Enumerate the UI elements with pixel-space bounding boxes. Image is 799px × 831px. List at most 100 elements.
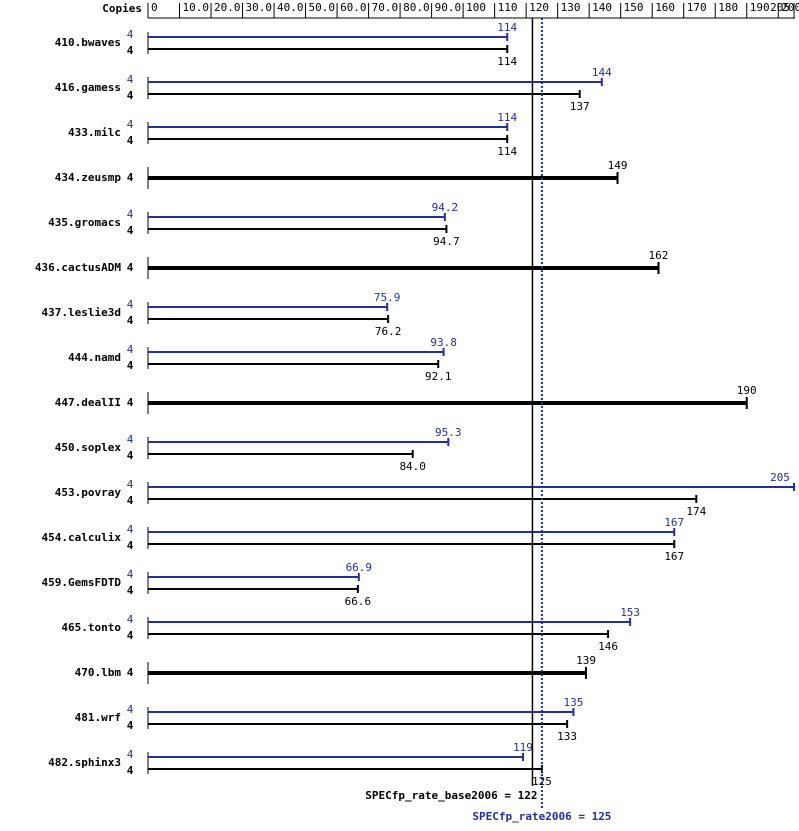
copies-label: 4: [127, 764, 134, 777]
value-label: 114: [497, 145, 517, 158]
x-tick-label: 150: [624, 1, 644, 14]
value-label: 119: [513, 741, 533, 754]
benchmark-label: 437.leslie3d: [42, 306, 121, 319]
copies-label: 4: [127, 396, 134, 409]
value-label: 92.1: [425, 370, 452, 383]
x-tick-label: 190: [750, 1, 770, 14]
value-label: 75.9: [374, 291, 401, 304]
x-tick-label: 70.0: [372, 1, 399, 14]
benchmark-label: 454.calculix: [42, 531, 122, 544]
copies-label: 4: [127, 568, 134, 581]
copies-label: 4: [127, 134, 134, 147]
copies-label: 4: [127, 719, 134, 732]
copies-header: Copies: [102, 2, 142, 15]
benchmark-label: 435.gromacs: [48, 216, 121, 229]
copies-label: 4: [127, 298, 134, 311]
x-tick-label: 160: [655, 1, 675, 14]
x-tick-label: 90.0: [435, 1, 462, 14]
copies-label: 4: [127, 314, 134, 327]
x-tick-label: 20.0: [214, 1, 241, 14]
copies-label: 4: [127, 523, 134, 536]
copies-label: 4: [127, 171, 134, 184]
benchmark-label: 482.sphinx3: [48, 756, 121, 769]
x-tick-label: 100: [466, 1, 486, 14]
value-label: 133: [557, 730, 577, 743]
copies-label: 4: [127, 433, 134, 446]
value-label: 94.2: [432, 201, 459, 214]
value-label: 114: [497, 55, 517, 68]
value-label: 144: [592, 66, 612, 79]
copies-label: 4: [127, 359, 134, 372]
copies-label: 4: [127, 494, 134, 507]
value-label: 84.0: [399, 460, 426, 473]
copies-label: 4: [127, 28, 134, 41]
value-label: 135: [563, 696, 583, 709]
copies-label: 4: [127, 261, 134, 274]
value-label: 76.2: [375, 325, 402, 338]
benchmark-label: 470.lbm: [75, 666, 122, 679]
value-label: 93.8: [430, 336, 457, 349]
value-label: 174: [686, 505, 706, 518]
value-label: 114: [497, 21, 517, 34]
copies-label: 4: [127, 629, 134, 642]
copies-label: 4: [127, 118, 134, 131]
x-tick-label: 205: [770, 1, 790, 14]
x-tick-label: 80.0: [403, 1, 430, 14]
benchmark-label: 434.zeusmp: [55, 171, 122, 184]
benchmark-label: 447.dealII: [55, 396, 121, 409]
benchmark-label: 416.gamess: [55, 81, 121, 94]
x-tick-label: 30.0: [246, 1, 273, 14]
benchmark-label: 444.namd: [68, 351, 121, 364]
benchmark-label: 433.milc: [68, 126, 121, 139]
value-label: 66.9: [346, 561, 373, 574]
benchmark-label: 450.soplex: [55, 441, 122, 454]
value-label: 190: [737, 384, 757, 397]
value-label: 125: [532, 775, 552, 788]
copies-label: 4: [127, 666, 134, 679]
copies-label: 4: [127, 703, 134, 716]
value-label: 139: [576, 654, 596, 667]
benchmark-label: 436.cactusADM: [35, 261, 121, 274]
copies-label: 4: [127, 613, 134, 626]
value-label: 167: [664, 516, 684, 529]
x-tick-label: 0: [151, 1, 158, 14]
x-tick-label: 50.0: [309, 1, 336, 14]
copies-label: 4: [127, 89, 134, 102]
x-tick-label: 10.0: [183, 1, 210, 14]
x-tick-label: 40.0: [277, 1, 304, 14]
copies-label: 4: [127, 539, 134, 552]
value-label: 94.7: [433, 235, 460, 248]
benchmark-label: 465.tonto: [61, 621, 121, 634]
benchmark-label: 481.wrf: [75, 711, 121, 724]
copies-label: 4: [127, 343, 134, 356]
benchmark-label: 410.bwaves: [55, 36, 121, 49]
copies-label: 4: [127, 208, 134, 221]
benchmark-label: 459.GemsFDTD: [42, 576, 122, 589]
value-label: 149: [608, 159, 628, 172]
copies-label: 4: [127, 584, 134, 597]
x-tick-label: 140: [592, 1, 612, 14]
value-label: 167: [664, 550, 684, 563]
copies-label: 4: [127, 449, 134, 462]
reference-label: SPECfp_rate2006 = 125: [472, 810, 611, 823]
value-label: 162: [649, 249, 669, 262]
value-label: 205: [770, 471, 790, 484]
copies-label: 4: [127, 224, 134, 237]
value-label: 137: [570, 100, 590, 113]
value-label: 114: [497, 111, 517, 124]
value-label: 95.3: [435, 426, 462, 439]
reference-label: SPECfp_rate_base2006 = 122: [365, 789, 537, 802]
value-label: 153: [620, 606, 640, 619]
x-tick-label: 200: [781, 1, 799, 14]
benchmark-label: 453.povray: [55, 486, 122, 499]
copies-label: 4: [127, 44, 134, 57]
copies-label: 4: [127, 478, 134, 491]
x-tick-label: 180: [718, 1, 738, 14]
value-label: 66.6: [345, 595, 372, 608]
x-tick-label: 130: [561, 1, 581, 14]
x-tick-label: 110: [498, 1, 518, 14]
x-tick-label: 60.0: [340, 1, 367, 14]
copies-label: 4: [127, 748, 134, 761]
